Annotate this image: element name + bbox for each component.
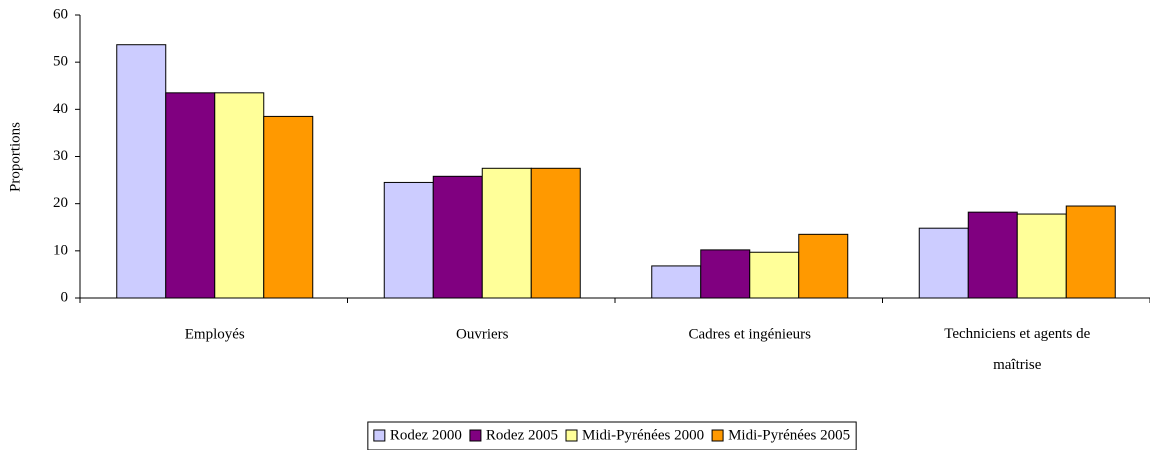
x-tick-label: Cadres et ingénieurs [689, 326, 812, 342]
bar [481, 167, 532, 299]
bar [749, 251, 800, 299]
legend-label: Rodez 2000 [390, 427, 462, 443]
bar [798, 233, 849, 299]
legend-swatch [469, 429, 482, 442]
legend: Rodez 2000 Rodez 2005 Midi-Pyrénées 2000 Mi… [367, 421, 857, 450]
y-tick-label: 20 [53, 195, 68, 211]
legend-label: Midi-Pyrénées 2005 [728, 427, 850, 443]
y-tick-label: 50 [53, 54, 68, 70]
bar [651, 265, 702, 299]
legend-swatch [565, 429, 578, 442]
y-axis-label: Proportions [7, 122, 23, 192]
legend-swatch [711, 429, 724, 442]
bar [383, 181, 434, 299]
bar [1065, 205, 1116, 299]
legend-box [367, 421, 857, 450]
legend-label: Midi-Pyrénées 2000 [582, 427, 704, 443]
bar [530, 167, 581, 299]
x-tick-label: Employés [185, 326, 245, 342]
bar [1016, 213, 1067, 299]
bar [967, 211, 1018, 299]
bar [918, 227, 969, 299]
y-tick-label: 10 [53, 242, 68, 258]
x-tick-label: Techniciens et agents de maîtrise [944, 326, 1090, 373]
x-tick-label: Ouvriers [456, 326, 509, 342]
y-tick-label: 0 [61, 289, 69, 305]
bar [165, 92, 216, 299]
legend-label: Rodez 2005 [486, 427, 558, 443]
bar [214, 92, 265, 299]
bar [263, 115, 314, 299]
legend-swatch [373, 429, 386, 442]
y-tick-label: 60 [53, 6, 68, 22]
bar [700, 249, 751, 299]
bar [116, 44, 167, 299]
y-tick-label: 30 [53, 148, 68, 164]
bar [432, 175, 483, 299]
y-tick-label: 40 [53, 101, 68, 117]
